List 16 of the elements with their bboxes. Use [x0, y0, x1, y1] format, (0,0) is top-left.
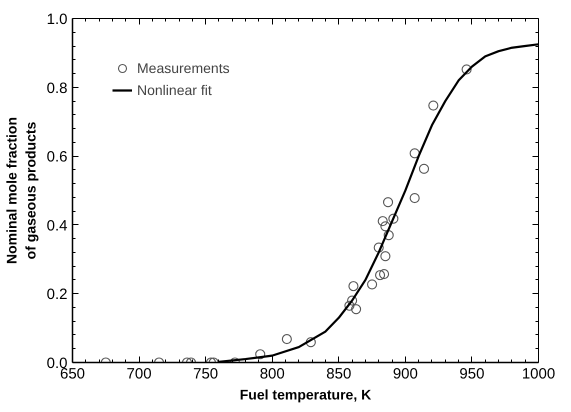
y-tick-label: 0.8 — [46, 80, 68, 97]
x-tick-label: 700 — [126, 366, 152, 382]
x-axis-title: Fuel temperature, K — [240, 386, 372, 402]
y-tick-label: 0.4 — [46, 217, 68, 234]
y-tick-label: 1.0 — [46, 11, 68, 28]
y-axis-title: Nominal mole fraction of gaseous products — [3, 116, 39, 264]
y-tick-label: 0.6 — [46, 148, 68, 166]
legend-label: Measurements — [137, 60, 230, 76]
y-tick-label: 0.2 — [46, 286, 68, 304]
x-tick-label: 1000 — [522, 366, 556, 382]
x-tick-label: 750 — [193, 366, 218, 382]
x-tick-label: 950 — [459, 366, 484, 382]
legend-label: Nonlinear fit — [137, 82, 212, 98]
x-tick-label: 800 — [260, 366, 285, 382]
x-tick-label: 900 — [392, 366, 418, 382]
x-tick-label: 850 — [326, 366, 352, 382]
